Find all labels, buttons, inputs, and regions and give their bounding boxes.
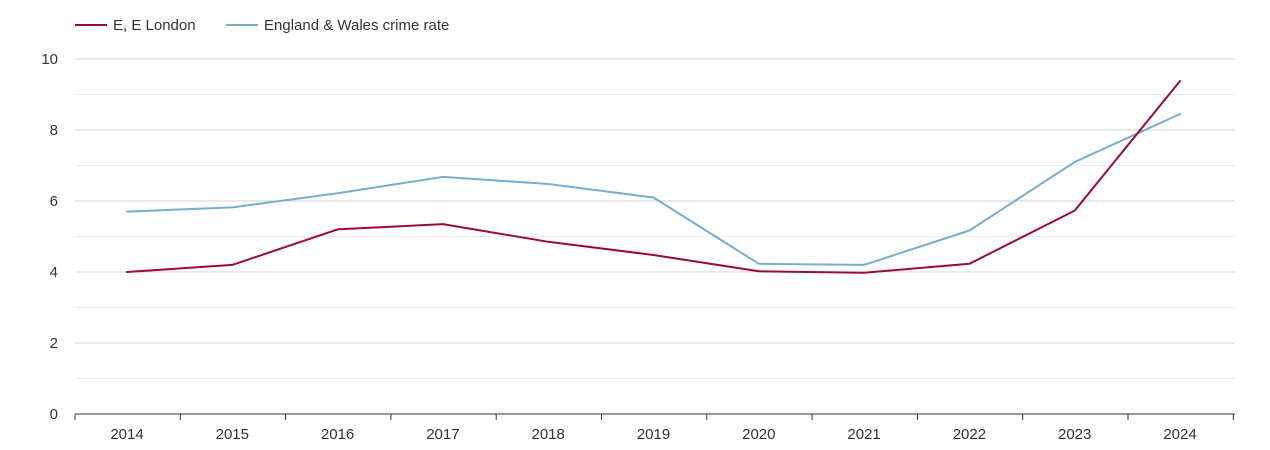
x-tick-label: 2015 bbox=[216, 426, 249, 443]
y-axis-ticks: 0 2 4 6 8 10 bbox=[41, 51, 58, 423]
legend-item-e-london[interactable]: E, E London bbox=[75, 17, 196, 34]
legend: E, E London England & Wales crime rate bbox=[75, 17, 449, 34]
y-tick-label: 10 bbox=[41, 51, 58, 68]
series-lines bbox=[126, 80, 1181, 274]
x-tick-label: 2020 bbox=[742, 426, 775, 443]
x-tick-label: 2022 bbox=[953, 426, 986, 443]
series-line-e-london[interactable] bbox=[126, 80, 1181, 274]
x-tick-label: 2024 bbox=[1163, 426, 1196, 443]
legend-item-england-wales[interactable]: England & Wales crime rate bbox=[226, 17, 449, 34]
y-tick-label: 4 bbox=[50, 264, 58, 281]
y-tick-label: 0 bbox=[50, 406, 58, 423]
x-tick-label: 2016 bbox=[321, 426, 354, 443]
legend-label-england-wales: England & Wales crime rate bbox=[264, 17, 449, 34]
gridlines bbox=[75, 58, 1235, 379]
x-tick-label: 2023 bbox=[1058, 426, 1091, 443]
x-axis-ticks: 2014 2015 2016 2017 2018 2019 2020 2021 2022 2023… bbox=[74, 414, 1234, 443]
y-tick-label: 6 bbox=[50, 193, 58, 210]
x-tick-label: 2017 bbox=[426, 426, 459, 443]
series-line-england-wales[interactable] bbox=[126, 113, 1181, 266]
y-tick-label: 8 bbox=[50, 122, 58, 139]
x-tick-label: 2021 bbox=[847, 426, 880, 443]
x-tick-label: 2014 bbox=[110, 426, 143, 443]
y-tick-label: 2 bbox=[50, 335, 58, 352]
x-tick-label: 2019 bbox=[637, 426, 670, 443]
x-tick-label: 2018 bbox=[532, 426, 565, 443]
legend-label-e-london: E, E London bbox=[113, 17, 196, 34]
